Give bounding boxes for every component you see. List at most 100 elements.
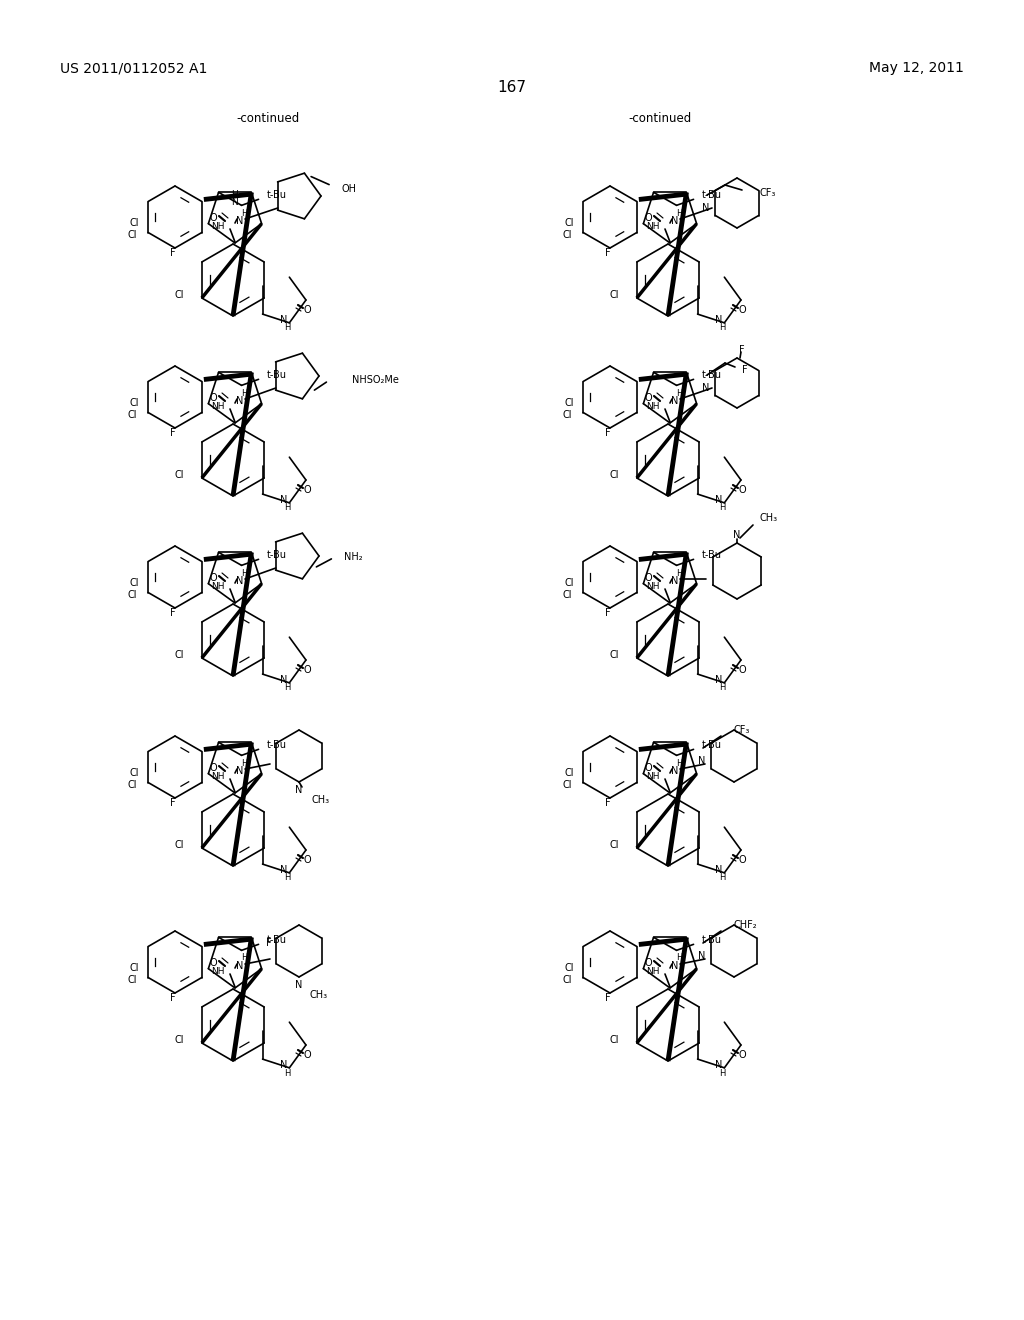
Text: Cl: Cl xyxy=(174,840,183,850)
Text: O: O xyxy=(303,665,310,675)
Text: Cl: Cl xyxy=(174,649,183,660)
Text: O: O xyxy=(303,305,310,315)
Text: F: F xyxy=(605,799,610,808)
Text: H: H xyxy=(284,684,290,693)
Text: H: H xyxy=(719,874,725,883)
Text: H: H xyxy=(241,759,247,767)
Text: O: O xyxy=(209,763,217,774)
Text: Cl: Cl xyxy=(127,780,137,789)
Text: Cl: Cl xyxy=(174,1035,183,1045)
Text: H: H xyxy=(284,323,290,333)
Text: O: O xyxy=(644,573,652,583)
Text: H: H xyxy=(284,503,290,512)
Text: N: N xyxy=(733,531,740,540)
Text: N: N xyxy=(702,203,710,213)
Text: N: N xyxy=(237,216,244,226)
Text: Cl: Cl xyxy=(564,218,574,227)
Text: H: H xyxy=(241,569,247,578)
Text: t-Bu: t-Bu xyxy=(266,190,287,201)
Text: NHSO₂Me: NHSO₂Me xyxy=(352,375,399,385)
Text: t-Bu: t-Bu xyxy=(701,371,722,380)
Text: t-Bu: t-Bu xyxy=(701,190,722,201)
Text: t-Bu: t-Bu xyxy=(266,550,287,561)
Text: F: F xyxy=(170,428,176,438)
Text: O: O xyxy=(738,855,745,865)
Text: t-Bu: t-Bu xyxy=(701,550,722,561)
Text: O: O xyxy=(644,393,652,403)
Text: O: O xyxy=(209,573,217,583)
Text: F: F xyxy=(170,993,176,1003)
Text: t-Bu: t-Bu xyxy=(266,741,287,750)
Text: Cl: Cl xyxy=(564,578,574,587)
Text: F: F xyxy=(605,248,610,257)
Text: Cl: Cl xyxy=(127,230,137,240)
Text: O: O xyxy=(209,213,217,223)
Text: H: H xyxy=(719,503,725,512)
Text: O: O xyxy=(303,855,310,865)
Text: N: N xyxy=(281,495,288,506)
Text: Cl: Cl xyxy=(129,218,139,227)
Text: Cl: Cl xyxy=(609,290,618,300)
Text: Cl: Cl xyxy=(609,840,618,850)
Text: N: N xyxy=(698,950,706,961)
Text: H: H xyxy=(676,953,682,962)
Text: N: N xyxy=(281,675,288,685)
Text: NH: NH xyxy=(646,772,660,781)
Text: Cl: Cl xyxy=(127,975,137,985)
Text: CF₃: CF₃ xyxy=(759,187,775,198)
Text: O: O xyxy=(303,484,310,495)
Text: H: H xyxy=(241,388,247,397)
Text: Cl: Cl xyxy=(129,578,139,587)
Text: N: N xyxy=(716,315,723,325)
Text: N: N xyxy=(672,766,679,776)
Text: N: N xyxy=(716,495,723,506)
Text: N: N xyxy=(716,865,723,875)
Text: N: N xyxy=(281,1060,288,1071)
Text: O: O xyxy=(738,484,745,495)
Text: 167: 167 xyxy=(498,81,526,95)
Text: N: N xyxy=(237,396,244,407)
Text: Cl: Cl xyxy=(562,780,571,789)
Text: N: N xyxy=(716,1060,723,1071)
Text: O: O xyxy=(209,393,217,403)
Text: CH₃: CH₃ xyxy=(310,990,328,1001)
Text: N: N xyxy=(295,785,303,795)
Text: N: N xyxy=(702,383,710,393)
Text: NH: NH xyxy=(212,772,225,781)
Text: NH: NH xyxy=(646,222,660,231)
Text: NH: NH xyxy=(646,968,660,977)
Text: O: O xyxy=(738,1049,745,1060)
Text: H: H xyxy=(284,874,290,883)
Text: NH: NH xyxy=(646,403,660,411)
Text: F: F xyxy=(170,609,176,618)
Text: F: F xyxy=(605,428,610,438)
Text: Cl: Cl xyxy=(609,1035,618,1045)
Text: NH: NH xyxy=(212,582,225,591)
Text: NH₂: NH₂ xyxy=(344,552,364,562)
Text: Cl: Cl xyxy=(609,470,618,480)
Text: F: F xyxy=(605,609,610,618)
Text: H: H xyxy=(719,323,725,333)
Text: CF₃: CF₃ xyxy=(733,725,750,735)
Text: H
N: H N xyxy=(231,190,239,207)
Text: O: O xyxy=(644,763,652,774)
Text: t-Bu: t-Bu xyxy=(701,936,722,945)
Text: NH: NH xyxy=(212,403,225,411)
Text: Cl: Cl xyxy=(609,649,618,660)
Text: O: O xyxy=(303,1049,310,1060)
Text: N: N xyxy=(672,216,679,226)
Text: H: H xyxy=(719,1068,725,1077)
Text: NH: NH xyxy=(212,222,225,231)
Text: OH: OH xyxy=(341,183,356,194)
Text: H: H xyxy=(676,569,682,578)
Text: N: N xyxy=(672,396,679,407)
Text: F: F xyxy=(605,993,610,1003)
Text: May 12, 2011: May 12, 2011 xyxy=(869,61,964,75)
Text: H: H xyxy=(241,209,247,218)
Text: O: O xyxy=(738,665,745,675)
Text: Cl: Cl xyxy=(129,768,139,777)
Text: NH: NH xyxy=(646,582,660,591)
Text: Cl: Cl xyxy=(562,975,571,985)
Text: H: H xyxy=(284,1068,290,1077)
Text: CH₃: CH₃ xyxy=(759,513,777,523)
